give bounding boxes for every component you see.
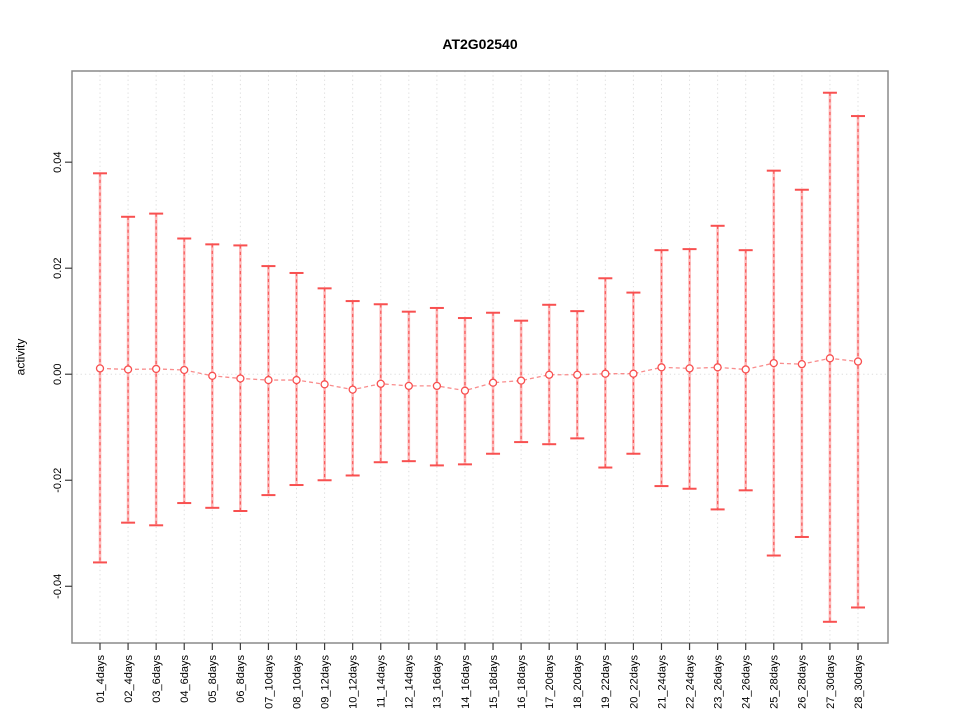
x-tick-label: 01_4days — [95, 655, 107, 703]
data-point — [404, 381, 413, 391]
x-tick-label: 16_18days — [516, 655, 528, 709]
x-tick-label: 02_4days — [123, 655, 135, 703]
data-point — [460, 386, 470, 395]
data-point — [180, 365, 189, 375]
x-tick-label: 07_10days — [263, 655, 275, 709]
data-point — [853, 357, 863, 366]
x-tick-label: 14_16days — [460, 655, 472, 709]
x-tick-label: 15_18days — [488, 655, 500, 709]
data-point — [545, 370, 554, 379]
data-point — [573, 370, 582, 379]
chart-title: AT2G02540 — [442, 36, 518, 52]
data-point — [292, 375, 301, 385]
data-point — [629, 369, 638, 378]
data-point — [348, 385, 357, 394]
x-tick-label: 03_6days — [151, 655, 163, 703]
data-point — [320, 380, 329, 389]
x-tick-label: 18_20days — [572, 655, 584, 709]
data-point — [797, 360, 807, 369]
x-tick-label: 08_10days — [291, 655, 303, 709]
data-point — [741, 365, 750, 374]
x-tick-label: 23_26days — [712, 655, 724, 709]
x-tick-label: 09_12days — [319, 655, 331, 709]
x-tick-label: 24_26days — [741, 655, 753, 709]
data-point — [95, 364, 105, 373]
x-tick-label: 26_28days — [797, 655, 809, 709]
x-tick-label: 17_20days — [544, 655, 556, 709]
x-tick-label: 19_22days — [600, 655, 612, 709]
data-point — [516, 376, 526, 385]
x-tick-label: 27_30days — [825, 655, 837, 709]
x-tick-label: 05_8days — [207, 655, 219, 703]
data-point — [769, 358, 778, 368]
data-point — [488, 378, 498, 387]
data-point — [657, 363, 666, 372]
x-tick-label: 06_8days — [235, 655, 247, 703]
x-tick-label: 25_28days — [769, 655, 781, 709]
data-point — [432, 381, 442, 391]
y-tick-label: 0.00 — [52, 364, 64, 385]
x-tick-label: 20_22days — [628, 655, 640, 709]
x-tick-label: 10_12days — [348, 655, 360, 709]
x-tick-label: 21_24days — [656, 655, 668, 709]
data-point — [825, 354, 835, 363]
y-tick-label: -0.02 — [52, 468, 64, 493]
data-point — [264, 375, 273, 385]
data-point — [376, 379, 385, 388]
plot-border — [71, 70, 889, 644]
x-tick-label: 11_14days — [376, 655, 388, 709]
x-tick-label: 13_16days — [432, 655, 444, 709]
x-tick-label: 12_14days — [404, 655, 416, 709]
data-point — [601, 369, 610, 378]
data-point — [685, 364, 694, 373]
y-tick-label: -0.04 — [52, 574, 64, 599]
x-tick-label: 28_30days — [853, 655, 865, 709]
series-connector-line — [99, 357, 859, 392]
x-tick-label: 04_6days — [179, 655, 191, 703]
data-point — [208, 371, 217, 380]
data-point — [713, 363, 722, 372]
data-point — [123, 365, 133, 374]
data-point — [151, 364, 161, 374]
y-tick-label: 0.02 — [52, 257, 64, 278]
x-tick-label: 22_24days — [684, 655, 696, 709]
y-tick-label: 0.04 — [52, 151, 64, 172]
data-point — [236, 374, 245, 383]
